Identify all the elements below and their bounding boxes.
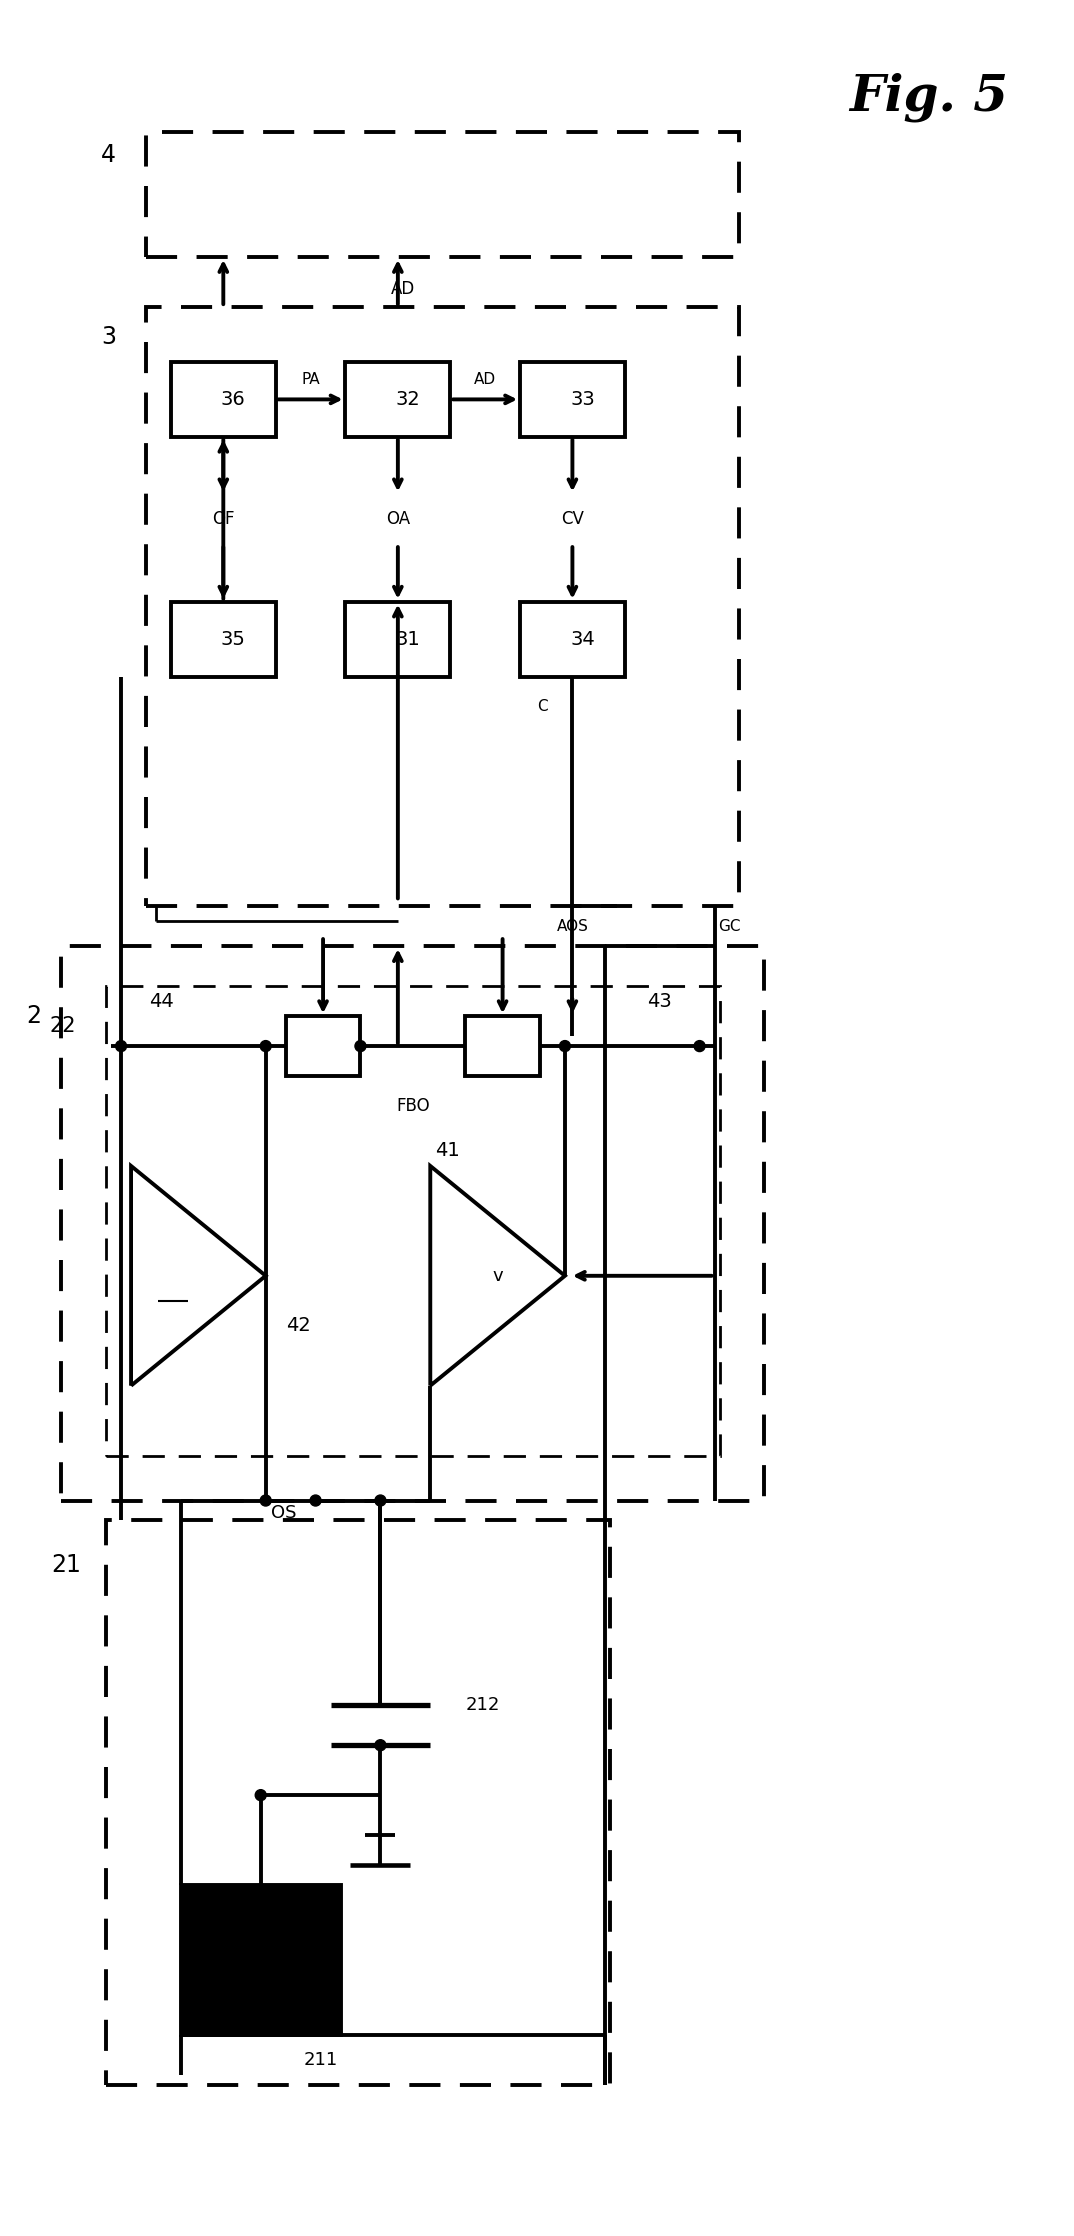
Bar <box>465 1015 540 1076</box>
Text: Fig. 5: Fig. 5 <box>850 72 1008 123</box>
Bar <box>520 601 625 678</box>
Circle shape <box>256 1789 266 1800</box>
Text: OF: OF <box>212 510 234 528</box>
Text: 44: 44 <box>148 991 173 1011</box>
Text: v: v <box>492 1268 503 1286</box>
Text: 33: 33 <box>570 389 595 409</box>
Text: PA: PA <box>302 371 320 387</box>
Circle shape <box>355 1040 366 1051</box>
Circle shape <box>560 1040 570 1051</box>
Circle shape <box>375 1496 386 1507</box>
Bar <box>520 362 625 436</box>
Text: AOS: AOS <box>556 919 589 935</box>
Polygon shape <box>431 1165 565 1386</box>
Text: 22: 22 <box>49 1015 76 1035</box>
Text: 34: 34 <box>570 631 595 648</box>
Bar <box>106 1520 610 2084</box>
Bar <box>171 362 276 436</box>
Text: 3: 3 <box>101 324 116 349</box>
Text: 211: 211 <box>304 2050 337 2068</box>
Text: 21: 21 <box>52 1554 82 1576</box>
Bar <box>346 601 450 678</box>
Circle shape <box>694 1040 705 1051</box>
Text: 31: 31 <box>395 631 420 648</box>
Bar <box>346 362 450 436</box>
Text: CV: CV <box>561 510 584 528</box>
Bar <box>146 306 740 906</box>
Text: 43: 43 <box>648 991 672 1011</box>
Text: OA: OA <box>386 510 410 528</box>
Bar <box>146 132 740 257</box>
Circle shape <box>310 1496 321 1507</box>
Bar <box>171 601 276 678</box>
Text: 212: 212 <box>465 1697 499 1715</box>
Circle shape <box>116 1040 127 1051</box>
Text: 2: 2 <box>26 1004 41 1029</box>
Text: AD: AD <box>391 280 415 297</box>
Text: GC: GC <box>719 919 741 935</box>
Polygon shape <box>131 1165 265 1386</box>
Text: 41: 41 <box>435 1140 460 1160</box>
Bar <box>180 1885 340 2035</box>
Circle shape <box>260 1496 272 1507</box>
Text: OS: OS <box>271 1503 296 1520</box>
Text: C: C <box>537 700 548 713</box>
Text: 36: 36 <box>221 389 246 409</box>
Text: 35: 35 <box>221 631 246 648</box>
Circle shape <box>260 1040 272 1051</box>
Bar <box>61 946 765 1500</box>
Text: 32: 32 <box>395 389 420 409</box>
Bar <box>286 1015 361 1076</box>
Bar <box>106 986 720 1456</box>
Text: FBO: FBO <box>396 1098 430 1116</box>
Text: 4: 4 <box>101 143 116 168</box>
Circle shape <box>375 1740 386 1751</box>
Text: AD: AD <box>474 371 496 387</box>
Bar <box>156 1261 191 1297</box>
Text: 42: 42 <box>286 1317 310 1335</box>
